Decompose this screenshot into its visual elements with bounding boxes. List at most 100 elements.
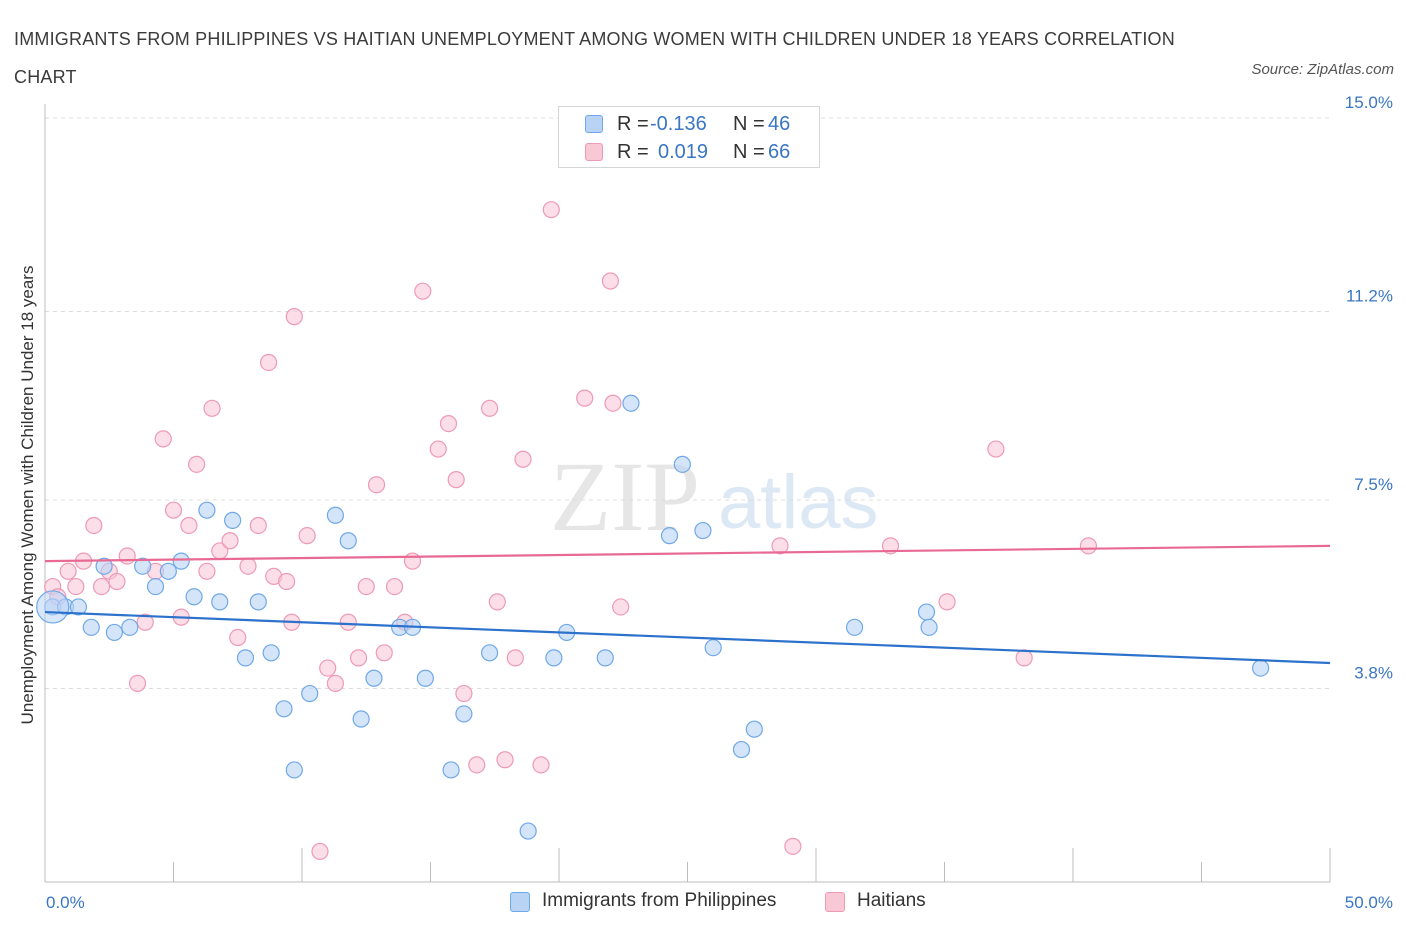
legend-swatch-philippines bbox=[585, 115, 603, 133]
haitians-point bbox=[259, 353, 278, 372]
haitians-point bbox=[349, 649, 368, 667]
haitians-point bbox=[429, 440, 447, 458]
philippines-point bbox=[69, 598, 88, 616]
haitians-point bbox=[612, 598, 630, 616]
philippines-point bbox=[262, 644, 280, 662]
legend-n-value: 46 bbox=[768, 113, 791, 135]
bottom-legend-label-philippines: Immigrants from Philippines bbox=[542, 890, 777, 911]
x-tick-label: 50.0% bbox=[1345, 893, 1393, 912]
philippines-point-large bbox=[36, 590, 70, 624]
philippines-point bbox=[224, 511, 242, 529]
haitians-point bbox=[481, 399, 499, 417]
haitians-point bbox=[59, 562, 77, 580]
philippines-point bbox=[732, 740, 751, 759]
bottom-legend-swatch-philippines bbox=[510, 892, 530, 912]
philippines-point bbox=[352, 710, 370, 728]
philippines-point bbox=[185, 588, 203, 606]
philippines-point bbox=[121, 618, 139, 636]
haitians-point bbox=[339, 613, 357, 631]
haitians-point bbox=[987, 440, 1005, 458]
haitians-point bbox=[239, 557, 257, 575]
philippines-point bbox=[704, 639, 722, 657]
haitians-point bbox=[367, 476, 386, 494]
y-tick-label: 3.8% bbox=[1354, 663, 1393, 682]
philippines-point bbox=[236, 649, 255, 667]
haitians-point bbox=[128, 674, 147, 692]
haitians-point bbox=[447, 471, 465, 489]
haitians-point bbox=[881, 537, 900, 555]
haitians-point bbox=[938, 593, 956, 611]
philippines-point bbox=[1252, 659, 1270, 677]
philippines-point bbox=[660, 527, 679, 545]
philippines-point bbox=[673, 455, 691, 473]
legend-r-value: -0.136 bbox=[650, 113, 707, 135]
legend-n-label: N = bbox=[733, 141, 765, 163]
legend-r-label: R = bbox=[617, 113, 649, 135]
haitians-point bbox=[188, 455, 206, 473]
philippines-trend-line bbox=[44, 610, 1331, 665]
haitians-point bbox=[67, 577, 85, 596]
legend-r-label: R = bbox=[617, 141, 649, 163]
philippines-point bbox=[920, 618, 938, 636]
y-tick-label: 15.0% bbox=[1345, 93, 1393, 112]
philippines-point bbox=[198, 501, 216, 519]
data-points bbox=[36, 201, 1270, 861]
haitians-point bbox=[1079, 537, 1098, 555]
philippines-point bbox=[481, 644, 499, 662]
philippines-point bbox=[275, 700, 293, 718]
philippines-point bbox=[845, 618, 864, 636]
tick-labels: 3.8% 7.5% 11.2% 15.0% 0.0% 50.0% bbox=[46, 93, 1393, 912]
haitians-point bbox=[198, 562, 216, 580]
haitians-point bbox=[385, 577, 404, 596]
haitians-point bbox=[439, 415, 458, 433]
philippines-point bbox=[82, 618, 100, 636]
haitians-point bbox=[532, 756, 550, 774]
haitians-point bbox=[496, 751, 514, 769]
haitians-point bbox=[285, 308, 303, 326]
haitians-point bbox=[576, 389, 594, 407]
trend-lines bbox=[44, 544, 1331, 665]
haitians-point bbox=[203, 399, 221, 417]
haitians-point bbox=[311, 842, 329, 861]
chart-title: IMMIGRANTS FROM PHILIPPINES VS HAITIAN U… bbox=[14, 29, 1175, 87]
haitians-point bbox=[221, 532, 239, 550]
haitians-point bbox=[85, 516, 103, 535]
haitians-point bbox=[326, 674, 345, 692]
philippines-point bbox=[146, 577, 165, 596]
philippines-point bbox=[622, 394, 640, 412]
axes bbox=[44, 104, 1331, 883]
haitians-point bbox=[771, 537, 789, 555]
philippines-point bbox=[326, 506, 345, 524]
bottom-legend-swatch-haitians bbox=[825, 892, 845, 912]
philippines-point bbox=[339, 532, 357, 550]
haitians-point bbox=[154, 430, 172, 448]
philippines-point bbox=[172, 552, 190, 570]
philippines-point bbox=[365, 669, 383, 687]
legend-n-value: 66 bbox=[768, 141, 791, 163]
haitians-point bbox=[506, 649, 524, 667]
haitians-point bbox=[488, 593, 506, 611]
haitians-point bbox=[136, 613, 154, 631]
haitians-point bbox=[601, 272, 620, 290]
haitians-point bbox=[229, 628, 247, 647]
watermark-atlas: atlas bbox=[718, 460, 879, 545]
philippines-point bbox=[694, 521, 712, 540]
philippines-point bbox=[745, 720, 763, 738]
haitians-point bbox=[784, 837, 802, 855]
legend-n-label: N = bbox=[733, 113, 765, 135]
haitians-point bbox=[319, 659, 337, 677]
haitians-point bbox=[375, 644, 393, 662]
haitians-point bbox=[1015, 649, 1033, 667]
stats-legend: R = -0.136 N = 46 R = 0.019 N = 66 bbox=[558, 106, 820, 168]
x-tick-label: 0.0% bbox=[46, 893, 85, 912]
legend-r-value: 0.019 bbox=[658, 141, 709, 163]
haitians-point bbox=[514, 450, 532, 468]
gridlines bbox=[45, 117, 1330, 689]
philippines-point bbox=[596, 649, 614, 667]
haitians-point bbox=[455, 684, 473, 703]
philippines-point bbox=[105, 623, 123, 642]
source-attribution: Source: ZipAtlas.com bbox=[1251, 61, 1394, 78]
philippines-point bbox=[134, 557, 152, 575]
legend-swatch-haitians bbox=[585, 143, 603, 161]
